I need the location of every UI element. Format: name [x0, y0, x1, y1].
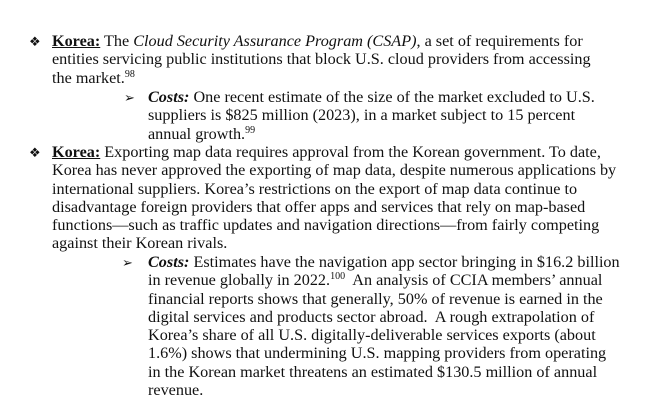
sub-item-text: Costs: Estimates have the navigation app…: [148, 253, 622, 399]
text-segment: One recent estimate of the size of the m…: [148, 88, 595, 143]
item-text: Korea: Exporting map data requires appro…: [52, 143, 622, 253]
text-segment: The: [100, 32, 134, 50]
costs-label: Costs:: [148, 253, 190, 271]
diamond-bullet-icon: ❖: [29, 35, 41, 50]
sub-item-text: Costs: One recent estimate of the size o…: [148, 88, 620, 143]
item-label: Korea:: [52, 32, 101, 50]
footnote-ref[interactable]: 100: [330, 271, 346, 283]
arrow-bullet-icon: ➢: [122, 256, 133, 271]
diamond-bullet-icon: ❖: [29, 146, 41, 161]
program-name: Cloud Security Assurance Program (CSAP): [133, 32, 417, 50]
footnote-ref[interactable]: 98: [124, 68, 135, 80]
arrow-bullet-icon: ➢: [124, 91, 135, 106]
item-label: Korea:: [52, 143, 101, 161]
footnote-ref[interactable]: 99: [245, 124, 256, 136]
text-segment: Estimates have the navigation app sector…: [148, 253, 620, 290]
text-segment: Exporting map data requires approval fro…: [52, 143, 617, 253]
item-text: Korea: The Cloud Security Assurance Prog…: [52, 32, 614, 87]
costs-label: Costs:: [148, 88, 190, 106]
text-segment: An analysis of CCIA members’ annual fina…: [148, 271, 611, 400]
text-segment: , a set of requirements for entities ser…: [52, 32, 591, 87]
